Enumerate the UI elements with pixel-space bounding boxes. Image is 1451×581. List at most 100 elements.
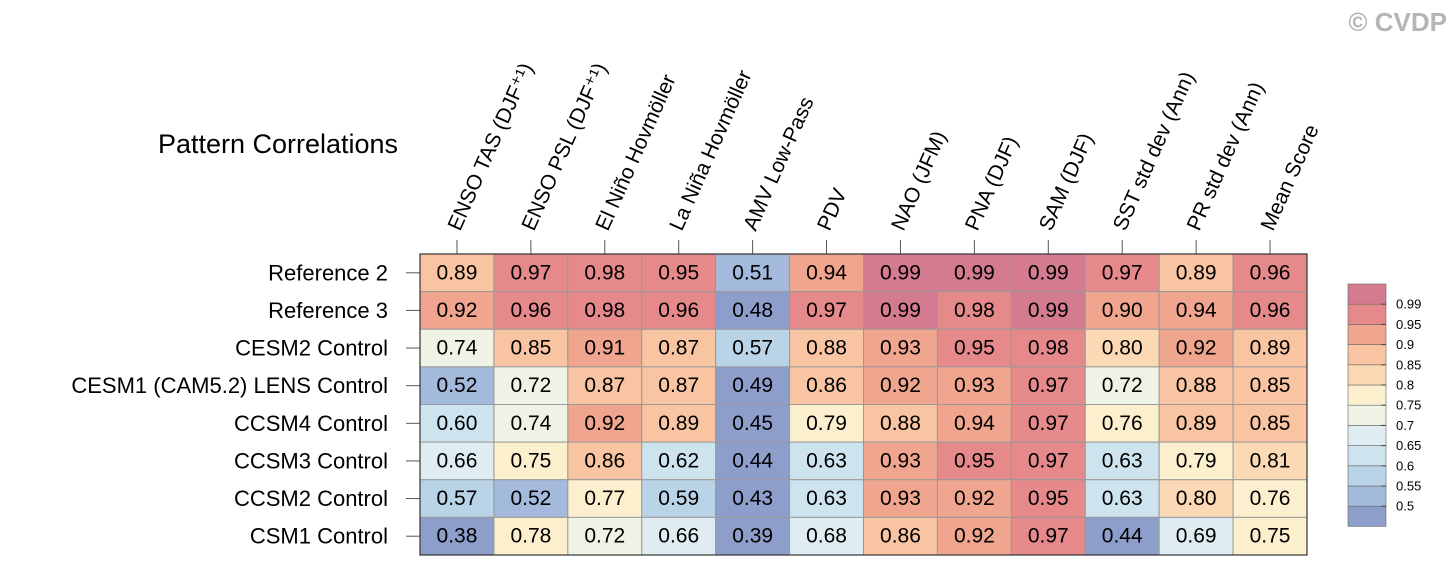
- cell: [863, 404, 938, 443]
- colorbar-label: 0.7: [1396, 418, 1414, 433]
- cell: [419, 479, 495, 518]
- cell-value: 0.95: [954, 449, 995, 472]
- cell-value: 0.94: [954, 412, 995, 435]
- cell-value: 0.81: [1250, 449, 1291, 472]
- cell: [1010, 441, 1086, 481]
- chart-title: Pattern Correlations: [158, 129, 398, 159]
- cell-value: 0.85: [510, 337, 551, 360]
- cell: [567, 253, 643, 293]
- cell: [1232, 516, 1308, 556]
- colorbar-swatch: [1347, 445, 1387, 467]
- cell-value: 0.88: [806, 337, 847, 360]
- cell-value: 0.95: [1028, 487, 1069, 510]
- row-label: CESM1 (CAM5.2) LENS Control: [71, 373, 388, 398]
- cell-value: 0.97: [1028, 449, 1069, 472]
- row-label: CCSM2 Control: [234, 486, 388, 511]
- colorbar-swatch: [1347, 303, 1387, 325]
- column-label: PDV: [813, 185, 852, 234]
- cell-value: 0.85: [1250, 374, 1291, 397]
- cell-value: 0.74: [510, 412, 551, 435]
- colorbar-label: 0.9: [1396, 337, 1414, 352]
- cell-value: 0.94: [806, 261, 847, 284]
- cell: [863, 253, 938, 293]
- cell-value: 0.43: [732, 487, 773, 510]
- cell: [1010, 479, 1086, 518]
- cell-value: 0.98: [584, 299, 625, 322]
- cell: [1084, 516, 1160, 556]
- cell-value: 0.97: [806, 299, 847, 322]
- cell-value: 0.51: [732, 261, 773, 284]
- column-label: SAM (DJF): [1035, 130, 1098, 234]
- cell-value: 0.96: [658, 299, 699, 322]
- cell-value: 0.93: [954, 374, 995, 397]
- cell-value: 0.97: [1028, 525, 1069, 548]
- column-label: ENSO PSL (DJF⁺¹): [517, 60, 611, 234]
- colorbar-label: 0.75: [1396, 398, 1421, 413]
- cell-value: 0.97: [510, 261, 551, 284]
- cell-value: 0.69: [1176, 525, 1217, 548]
- cell: [493, 404, 569, 443]
- cell-value: 0.80: [1176, 487, 1217, 510]
- cell: [715, 366, 791, 405]
- cell: [1010, 328, 1086, 368]
- cell: [1158, 328, 1234, 368]
- row-label: CCSM3 Control: [234, 448, 388, 473]
- cell-value: 0.97: [1028, 374, 1069, 397]
- row-label: CSM1 Control: [250, 524, 388, 549]
- cell-value: 0.86: [584, 449, 625, 472]
- row-label: Reference 2: [268, 260, 388, 285]
- cell-value: 0.38: [437, 525, 478, 548]
- cell: [1010, 366, 1086, 405]
- column-label: SST std dev (Ann): [1109, 68, 1200, 234]
- cell-value: 0.44: [1102, 525, 1143, 548]
- cell: [789, 516, 864, 556]
- cell-value: 0.93: [880, 449, 921, 472]
- cell: [567, 404, 643, 443]
- colorbar-swatch: [1347, 485, 1387, 507]
- row-label: Reference 3: [268, 298, 388, 323]
- cell-value: 0.63: [1102, 449, 1143, 472]
- cell-value: 0.72: [510, 374, 551, 397]
- row-label: CESM2 Control: [235, 336, 388, 361]
- colorbar-swatch: [1347, 425, 1387, 446]
- cell: [641, 328, 717, 368]
- colorbar-swatch: [1347, 364, 1387, 386]
- cell-value: 0.49: [732, 374, 773, 397]
- cell: [789, 441, 864, 481]
- cell: [789, 404, 864, 443]
- cell-value: 0.92: [880, 374, 921, 397]
- column-label: PR std dev (Ann): [1183, 79, 1269, 234]
- cell-value: 0.75: [510, 449, 551, 472]
- cell-value: 0.93: [880, 487, 921, 510]
- cell-value: 0.99: [1028, 261, 1069, 284]
- cell: [493, 441, 569, 481]
- cell-value: 0.66: [437, 449, 478, 472]
- cell-value: 0.98: [584, 261, 625, 284]
- cell: [641, 441, 717, 481]
- colorbar-swatch: [1347, 404, 1387, 426]
- cell-value: 0.60: [437, 412, 478, 435]
- cell: [863, 516, 938, 556]
- cell-value: 0.87: [584, 374, 625, 397]
- colorbar-label: 0.8: [1396, 378, 1414, 393]
- column-label: El Niño Hovmöller: [591, 71, 680, 234]
- cell-value: 0.59: [658, 487, 699, 510]
- cell: [567, 516, 643, 556]
- row-label: CCSM4 Control: [234, 411, 388, 436]
- cell-value: 0.99: [880, 299, 921, 322]
- cell-value: 0.93: [880, 337, 921, 360]
- cell-value: 0.94: [1176, 299, 1217, 322]
- cell-value: 0.52: [437, 374, 478, 397]
- cell: [641, 291, 717, 330]
- cell: [1158, 404, 1234, 443]
- cell-value: 0.39: [732, 525, 773, 548]
- colorbar-label: 0.85: [1396, 357, 1421, 372]
- cell-value: 0.95: [658, 261, 699, 284]
- cell-value: 0.72: [584, 525, 625, 548]
- cell-value: 0.78: [510, 525, 551, 548]
- cell-value: 0.86: [880, 525, 921, 548]
- cell-value: 0.98: [954, 299, 995, 322]
- cell-value: 0.89: [1176, 261, 1217, 284]
- cell: [1010, 291, 1086, 330]
- cell: [789, 366, 864, 405]
